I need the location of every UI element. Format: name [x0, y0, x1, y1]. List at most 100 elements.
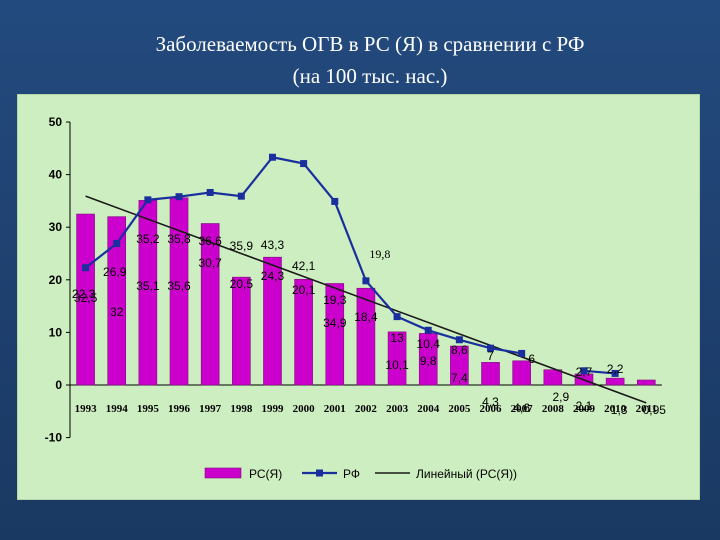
title-line-1: Заболеваемость ОГВ в РС (Я) в сравнении … — [155, 32, 585, 56]
x-tick-label: 1995 — [137, 403, 160, 415]
bar-value-label: 9,8 — [420, 354, 437, 368]
rf-value-label: 42,1 — [292, 259, 316, 273]
bar-1997 — [200, 223, 220, 386]
bar-value-label: 18,4 — [354, 310, 378, 324]
bar-1994 — [107, 216, 127, 386]
bar-value-label: 2,1 — [576, 399, 593, 413]
rf-value-label: 8,6 — [451, 343, 468, 357]
bar-value-label: 32,5 — [74, 291, 98, 305]
bar-value-label: 20,5 — [230, 277, 254, 291]
rf-value-label: 35,8 — [167, 232, 191, 246]
x-tick-label: 1998 — [230, 403, 253, 415]
bar-value-label: 35,6 — [167, 279, 191, 293]
legend-label-rf: РФ — [343, 467, 360, 481]
bar-2006 — [481, 362, 500, 386]
rf-point-1999 — [268, 153, 276, 161]
bar-2011 — [636, 379, 656, 386]
rf-value-label: 43,3 — [261, 238, 285, 252]
bar-1993 — [76, 213, 95, 386]
rf-point-1994 — [113, 240, 121, 248]
rf-point-2002 — [362, 277, 370, 285]
rf-value-label: 35,2 — [136, 232, 160, 246]
rf-value-label: 7 — [487, 349, 494, 363]
legend-label-bar: РС(Я) — [249, 467, 282, 481]
bar-2005 — [450, 345, 469, 386]
rf-point-1996 — [175, 193, 183, 201]
x-tick-label: 1997 — [199, 403, 222, 415]
rf-point-2005 — [455, 336, 463, 344]
bar-value-label: 4,3 — [482, 395, 499, 409]
rf-value-label: 10,4 — [417, 337, 441, 351]
rf-value-label: 26,9 — [103, 265, 127, 279]
rf-value-label: 19,8 — [369, 247, 390, 261]
bar-value-label: 30,7 — [198, 256, 222, 270]
rf-value-label: 34,9 — [323, 316, 347, 330]
bar-value-label: 2,9 — [552, 390, 569, 404]
rf-value-label: 36,6 — [198, 234, 222, 248]
rf-value-label: 22,3 — [72, 287, 96, 301]
bar-value-label: 7,4 — [451, 371, 468, 385]
bar-value-label: 32 — [110, 305, 124, 319]
bar-2002 — [356, 287, 376, 386]
x-tick-label: 2003 — [386, 403, 409, 415]
x-tick-label: 2005 — [448, 403, 471, 415]
rf-point-2007 — [518, 349, 526, 357]
rf-value-label: 2,7 — [576, 365, 593, 379]
bar-1998 — [232, 276, 251, 386]
y-tick-label: -10 — [45, 431, 63, 445]
x-tick-label: 2007 — [511, 403, 534, 415]
y-tick-label: 50 — [49, 115, 63, 129]
trendline — [85, 195, 647, 404]
x-tick-label: 2000 — [293, 403, 316, 415]
x-tick-label: 1999 — [261, 403, 284, 415]
legend-label-trend: Линейный (РС(Я)) — [416, 467, 517, 481]
rf-point-2004 — [424, 326, 432, 334]
chart: -10 0 10 20 30 40 50 1993 1994 1995 1996 1997 1998 19… — [17, 94, 700, 500]
rf-value-label: 35,9 — [230, 239, 254, 253]
rf-value-label: 6 — [528, 352, 535, 366]
slide-title: Заболеваемость ОГВ в РС (Я) в сравнении … — [60, 28, 680, 92]
y-tick-label: 10 — [49, 325, 63, 339]
rf-line — [583, 369, 616, 375]
x-tick-label: 2006 — [480, 403, 503, 415]
rf-value-label: 2,2 — [607, 362, 624, 376]
bar-1999 — [263, 256, 282, 386]
rf-point-1997 — [206, 188, 214, 196]
x-tick-label: 2002 — [355, 403, 378, 415]
y-tick-label: 40 — [49, 168, 63, 182]
bar-value-label: 35,1 — [136, 279, 160, 293]
y-tick-label: 20 — [49, 273, 63, 287]
rf-value-label: 13 — [390, 331, 404, 345]
rf-point-2003 — [393, 313, 401, 321]
x-tick-label: 2010 — [604, 403, 627, 415]
bar-value-label: 10,1 — [385, 358, 409, 372]
bar-value-label: 20,1 — [292, 283, 316, 297]
legend-swatch-bar — [204, 467, 242, 479]
bar-value-label: 24,3 — [261, 269, 285, 283]
x-tick-label: 2004 — [417, 403, 440, 415]
rf-point-2001 — [331, 197, 339, 205]
bar-value-label: 19,3 — [323, 293, 347, 307]
bar-value-label: 4,6 — [513, 401, 530, 415]
bar-2000 — [294, 278, 313, 386]
title-line-2: (на 100 тыс. нас.) — [292, 64, 448, 88]
legend-marker-rf — [316, 469, 323, 477]
x-tick-label: 1996 — [168, 403, 191, 415]
bar-2008 — [543, 369, 563, 386]
bar-2001 — [325, 283, 345, 386]
x-tick-label: 1993 — [75, 403, 98, 415]
y-tick-label: 30 — [49, 220, 63, 234]
rf-point-2000 — [300, 160, 308, 168]
bar-2007 — [512, 360, 531, 386]
bar-value-label: 1,3 — [611, 403, 628, 417]
rf-point-2006 — [487, 344, 495, 352]
x-tick-label: 2009 — [573, 403, 596, 415]
y-tick-label: 0 — [55, 378, 62, 392]
rf-point-1995 — [144, 196, 152, 204]
rf-point-2009 — [580, 367, 588, 375]
rf-point-1993 — [82, 264, 90, 272]
rf-point-1998 — [237, 192, 245, 200]
x-tick-label: 2008 — [542, 403, 565, 415]
x-tick-label: 1994 — [106, 403, 129, 415]
rf-point-2010 — [611, 369, 619, 377]
